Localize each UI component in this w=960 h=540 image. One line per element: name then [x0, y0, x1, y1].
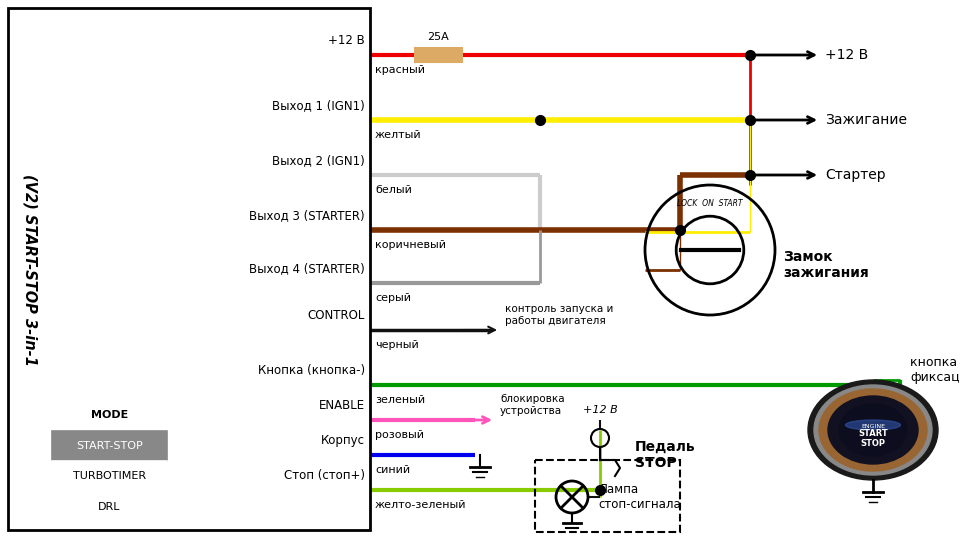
Text: START-STOP: START-STOP [76, 441, 143, 451]
Ellipse shape [828, 396, 918, 464]
Text: MODE: MODE [91, 410, 128, 420]
Text: Выход 1 (IGN1): Выход 1 (IGN1) [273, 99, 365, 112]
Text: Педаль
STOP: Педаль STOP [635, 440, 696, 470]
Text: Зажигание: Зажигание [825, 113, 907, 127]
Text: черный: черный [375, 340, 419, 350]
Bar [415, 48, 462, 62]
Text: START: START [858, 429, 888, 438]
Ellipse shape [846, 420, 900, 430]
Ellipse shape [814, 385, 932, 475]
Text: ENGINE: ENGINE [861, 423, 885, 429]
Text: Выход 3 (STARTER): Выход 3 (STARTER) [250, 209, 365, 222]
Text: коричневый: коричневый [375, 240, 446, 250]
Text: контроль запуска и
работы двигателя: контроль запуска и работы двигателя [505, 305, 613, 326]
Text: желтый: желтый [375, 130, 421, 140]
Text: ENABLE: ENABLE [319, 399, 365, 412]
Text: TURBOTIMER: TURBOTIMER [73, 471, 146, 481]
Text: белый: белый [375, 185, 412, 195]
Bar [52, 430, 167, 461]
Bar [52, 491, 167, 522]
Bar [52, 400, 167, 430]
Ellipse shape [839, 404, 907, 456]
Text: DRL: DRL [98, 502, 121, 512]
Bar [52, 461, 167, 491]
Text: Выход 2 (IGN1): Выход 2 (IGN1) [273, 154, 365, 167]
Text: Корпус: Корпус [321, 434, 365, 447]
Ellipse shape [808, 380, 938, 480]
Text: LOCK  ON  START: LOCK ON START [677, 199, 743, 208]
Text: +12 В: +12 В [328, 34, 365, 47]
Text: +12 В: +12 В [583, 405, 617, 415]
Text: зеленый: зеленый [375, 395, 425, 405]
Text: Лампа
стоп-сигнала: Лампа стоп-сигнала [598, 483, 681, 511]
Bar [8, 8, 370, 530]
Text: красный: красный [375, 65, 425, 75]
Text: синий: синий [375, 465, 410, 475]
Text: желто-зеленый: желто-зеленый [375, 500, 467, 510]
Text: STOP: STOP [860, 438, 885, 448]
Text: CONTROL: CONTROL [307, 309, 365, 322]
Text: (V2) START-STOP 3-in-1: (V2) START-STOP 3-in-1 [22, 174, 37, 366]
Ellipse shape [819, 389, 927, 471]
Text: +12 В: +12 В [825, 48, 868, 62]
Text: Выход 4 (STARTER): Выход 4 (STARTER) [250, 262, 365, 275]
Text: Стоп (стоп+): Стоп (стоп+) [284, 469, 365, 482]
Text: Замок
зажигания: Замок зажигания [783, 250, 869, 280]
Text: 25A: 25A [427, 32, 449, 42]
Text: блокировка
устройства: блокировка устройства [500, 394, 564, 416]
Text: кнопка без
фиксации: кнопка без фиксации [910, 356, 960, 384]
Text: Стартер: Стартер [825, 168, 886, 182]
Text: Кнопка (кнопка-): Кнопка (кнопка-) [258, 364, 365, 377]
Text: розовый: розовый [375, 430, 424, 440]
Bar [535, 460, 680, 532]
Text: серый: серый [375, 293, 411, 303]
